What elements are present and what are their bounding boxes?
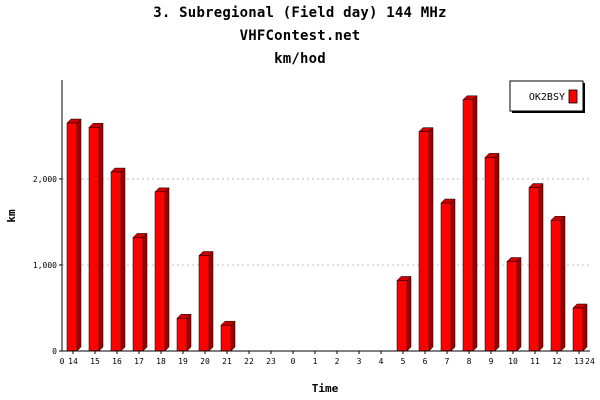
bar-side xyxy=(230,320,236,352)
bar-front xyxy=(462,99,474,352)
bar-side xyxy=(472,95,478,352)
bar-side xyxy=(142,232,148,352)
chart-unit-subtitle: km/hod xyxy=(274,51,326,67)
bar-front xyxy=(110,171,122,352)
bar xyxy=(176,313,192,352)
legend: OK2BSY xyxy=(509,80,585,113)
x-tick-label: 19 xyxy=(178,357,188,366)
bar-front xyxy=(66,122,78,352)
bar xyxy=(528,182,544,352)
bar-side xyxy=(538,182,544,352)
x-tick-label: 6 xyxy=(423,357,428,366)
y-axis-title: km xyxy=(5,209,18,223)
x-axis-title: Time xyxy=(312,382,339,395)
x-tick-label: 5 xyxy=(401,357,406,366)
x-tick-label: 17 xyxy=(134,357,144,366)
bar-front xyxy=(220,324,232,352)
bar-side xyxy=(164,187,170,352)
x-tick-label: 3 xyxy=(357,357,362,366)
x-tick-label: 13 xyxy=(574,357,584,366)
bar-side xyxy=(186,313,192,352)
y-tick-label: 0 xyxy=(52,347,57,356)
y-tick-labels: 0 1,000 2,000 xyxy=(33,175,62,356)
x-tick-label: 20 xyxy=(200,357,210,366)
x-tick-label: 4 xyxy=(379,357,384,366)
x-tick-label: 14 xyxy=(68,357,78,366)
bar-front xyxy=(418,131,430,352)
x-tick-label: 22 xyxy=(244,357,254,366)
bar-side xyxy=(516,256,522,352)
bar xyxy=(66,118,82,352)
x-tick-label: 10 xyxy=(508,357,518,366)
bar xyxy=(418,127,434,352)
bar-side xyxy=(120,167,126,352)
x-tick-label: 18 xyxy=(156,357,166,366)
x-tick-label: 23 xyxy=(266,357,276,366)
y-tick-label: 1,000 xyxy=(33,261,57,270)
x-tick-label: 2 xyxy=(335,357,340,366)
bar xyxy=(572,303,588,352)
bar-front xyxy=(176,318,188,352)
bar xyxy=(462,95,478,352)
bar-side xyxy=(428,127,434,352)
x-tick-label: 8 xyxy=(467,357,472,366)
bar-side xyxy=(582,303,588,352)
bar-side xyxy=(76,118,82,352)
bar-front xyxy=(484,157,496,352)
bar-side xyxy=(450,198,456,352)
bar-front xyxy=(550,219,562,352)
grid-lines xyxy=(62,178,590,266)
x-tick-label-end: 24 xyxy=(585,357,595,366)
x-tick-label: 15 xyxy=(90,357,100,366)
bar xyxy=(198,250,214,352)
bar xyxy=(132,232,148,352)
bar xyxy=(110,167,126,352)
bar xyxy=(440,198,456,352)
x-tick-label: 9 xyxy=(489,357,494,366)
x-tick-label: 7 xyxy=(445,357,450,366)
chart-title: 3. Subregional (Field day) 144 MHz xyxy=(153,5,447,21)
bar-front xyxy=(198,255,210,352)
bar xyxy=(550,215,566,352)
bar-front xyxy=(154,191,166,352)
y-tick-label: 2,000 xyxy=(33,175,57,184)
bars xyxy=(66,95,588,352)
bar-front xyxy=(88,127,100,352)
bar-side xyxy=(98,122,104,352)
bar-front xyxy=(506,261,518,352)
bar xyxy=(396,275,412,352)
chart-subtitle: VHFContest.net xyxy=(239,28,361,44)
bar-side xyxy=(208,250,214,352)
bar-side xyxy=(560,215,566,352)
axes xyxy=(61,80,590,352)
x-tick-label: 0 xyxy=(291,357,296,366)
x-tick-label: 21 xyxy=(222,357,232,366)
bar xyxy=(88,122,104,352)
x-tick-label: 11 xyxy=(530,357,540,366)
bar-front xyxy=(440,202,452,352)
bar-front xyxy=(132,237,144,352)
x-tick-label-start: 0 xyxy=(60,357,65,366)
x-tick-label: 16 xyxy=(112,357,122,366)
bar-side xyxy=(406,275,412,352)
bar-front xyxy=(528,187,540,352)
bar-front xyxy=(572,307,584,352)
bar-side xyxy=(494,152,500,352)
bar xyxy=(506,256,522,352)
x-tick-labels: 0 14 15 16 17 18 19 20 21 22 23 0 1 2 3 4 5 6 7 8 9 10 11 12 13 2… xyxy=(60,351,595,366)
bar xyxy=(154,187,170,352)
legend-label: OK2BSY xyxy=(529,92,565,103)
bar-front xyxy=(396,280,408,352)
x-tick-label: 12 xyxy=(552,357,562,366)
bar xyxy=(220,320,236,352)
legend-swatch xyxy=(568,89,578,104)
bar xyxy=(484,152,500,352)
x-tick-label: 1 xyxy=(313,357,318,366)
